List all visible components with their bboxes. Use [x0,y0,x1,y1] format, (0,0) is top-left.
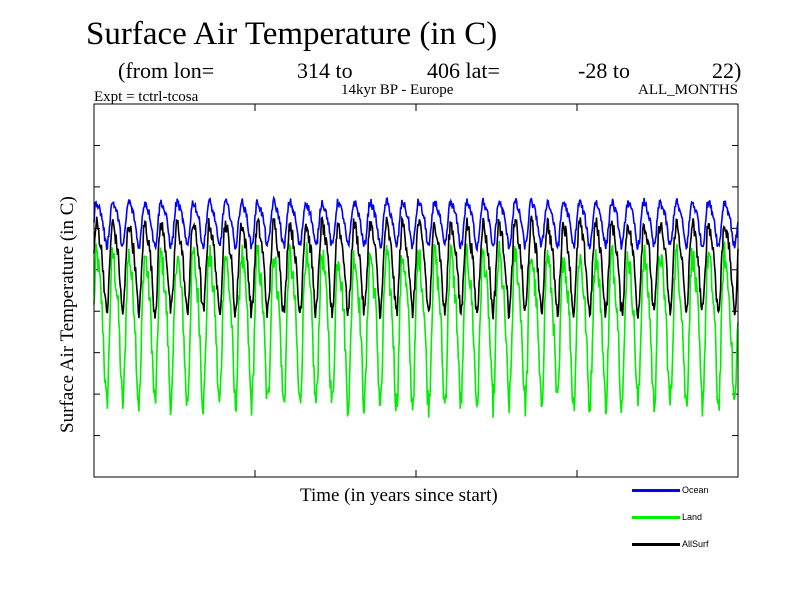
y-axis-label: Surface Air Temperature (in C) [57,196,78,433]
region-label: 14kyr BP - Europe [341,82,454,98]
subtitle-lat-end: 22) [712,58,742,83]
x-axis-label: Time (in years since start) [300,485,498,506]
subtitle-lat-start: -28 to [578,58,630,83]
months-label: ALL_MONTHS [638,82,738,98]
legend-label-land: Land [682,512,703,522]
series-layer [93,195,739,418]
experiment-label: Expt = tctrl-tcosa [94,89,199,105]
legend-line-land [632,516,680,519]
subtitle-from-lon: (from lon= [118,58,215,83]
series-line-land [93,240,739,418]
subtitle-lon-start: 314 to [297,58,353,83]
plot-frame [93,103,739,478]
legend-line-ocean [632,489,680,492]
legend-label-ocean: Ocean [682,485,709,495]
subtitle-lon-end: 406 lat= [427,58,500,83]
legend-label-allsurf: AllSurf [682,539,709,549]
chart-title: Surface Air Temperature (in C) [86,16,498,52]
legend-line-allsurf [632,543,680,546]
series-line-allsurf [93,215,739,320]
series-line-ocean [93,195,739,253]
